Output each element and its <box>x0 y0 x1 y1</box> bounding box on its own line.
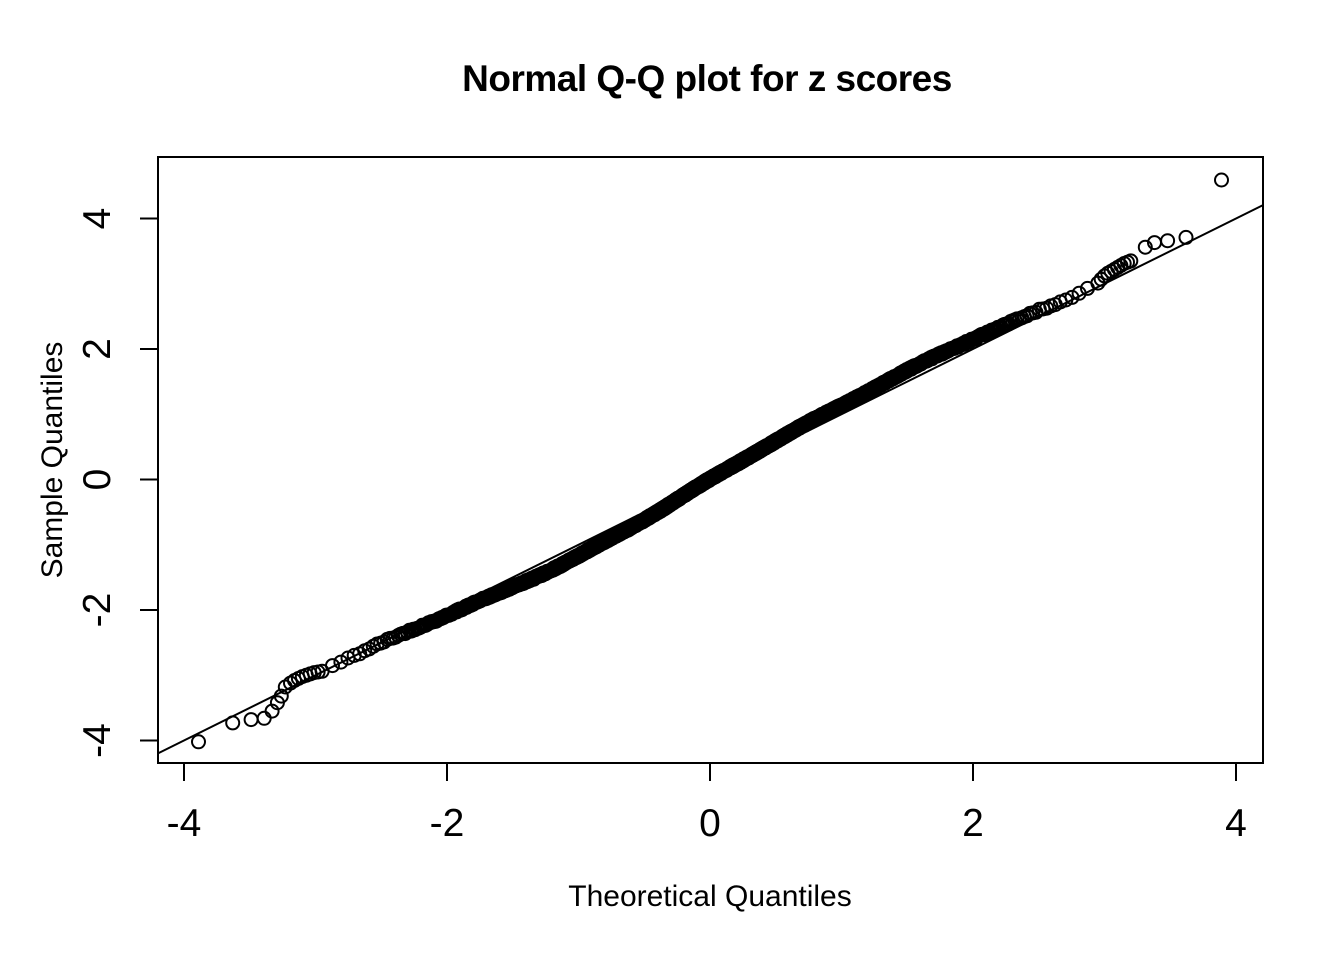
data-point <box>273 688 289 704</box>
data-point <box>1160 233 1176 249</box>
y-tick-label: -2 <box>76 593 119 628</box>
qq-points <box>191 172 1229 750</box>
data-point <box>1071 285 1087 301</box>
data-point <box>1123 253 1139 269</box>
x-axis: -4 -2 0 2 4 Theoretical Quantiles <box>167 763 1247 913</box>
data-point <box>314 663 330 679</box>
y-tick-label: -4 <box>76 723 119 758</box>
data-point <box>1214 172 1229 188</box>
x-tick-label: 2 <box>962 802 984 845</box>
x-tick-label: 4 <box>1225 802 1247 845</box>
data-point <box>256 710 272 726</box>
x-axis-title: Theoretical Quantiles <box>568 880 851 913</box>
y-tick-label: 0 <box>76 469 119 491</box>
x-axis-ticks: -4 -2 0 2 4 <box>167 763 1247 845</box>
y-tick-label: 2 <box>76 338 119 360</box>
chart-title: Normal Q-Q plot for z scores <box>462 58 952 99</box>
data-point <box>1178 229 1194 245</box>
y-axis-title: Sample Quantiles <box>36 342 69 579</box>
data-point <box>225 715 241 731</box>
y-tick-label: 4 <box>76 208 119 230</box>
data-point <box>191 734 206 750</box>
x-tick-label: -2 <box>430 802 465 845</box>
data-point <box>243 712 259 728</box>
data-point <box>1137 239 1153 255</box>
y-axis-ticks: -4 -2 0 2 4 <box>76 208 158 758</box>
x-tick-label: -4 <box>167 802 202 845</box>
y-axis: -4 -2 0 2 4 Sample Quantiles <box>36 208 158 758</box>
x-tick-label: 0 <box>699 802 721 845</box>
